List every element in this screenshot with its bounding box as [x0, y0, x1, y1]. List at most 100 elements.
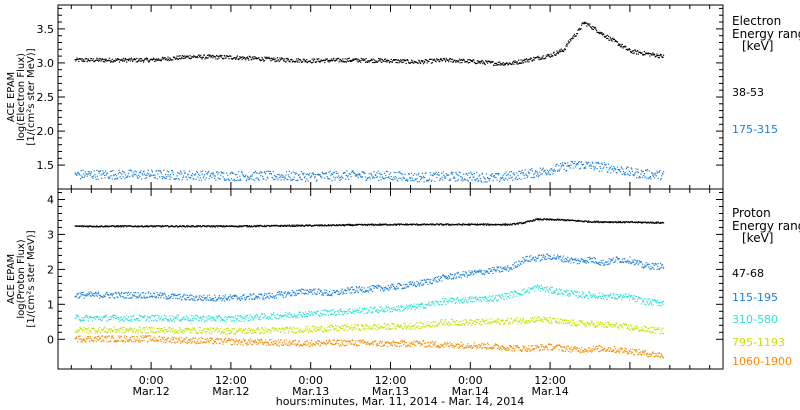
data-point	[483, 270, 485, 272]
data-point	[650, 53, 652, 55]
data-point	[521, 62, 523, 64]
data-point	[370, 172, 372, 174]
data-point	[618, 258, 620, 260]
data-point	[441, 304, 443, 306]
data-point	[178, 225, 180, 227]
data-point	[148, 316, 150, 318]
data-point	[163, 176, 165, 178]
data-point	[524, 58, 526, 61]
data-point	[590, 257, 592, 259]
data-point	[581, 220, 583, 222]
data-point	[164, 57, 166, 59]
data-point	[203, 297, 206, 299]
data-point	[75, 173, 77, 175]
data-point	[247, 319, 249, 322]
data-point	[416, 223, 418, 225]
data-point	[659, 267, 661, 270]
data-point	[464, 299, 466, 301]
data-point	[142, 297, 144, 299]
data-point	[547, 53, 549, 56]
data-point	[537, 219, 539, 221]
data-point	[406, 59, 408, 61]
data-point	[423, 181, 425, 183]
data-point	[156, 319, 158, 321]
data-point	[566, 165, 568, 167]
data-point	[653, 173, 655, 175]
data-point	[175, 178, 177, 180]
data-point	[521, 171, 523, 173]
data-point	[552, 257, 554, 259]
data-point	[370, 174, 373, 176]
data-point	[321, 171, 323, 173]
data-point	[106, 225, 109, 227]
data-point	[294, 172, 296, 174]
data-point	[387, 288, 389, 290]
data-point	[342, 224, 344, 227]
data-point	[658, 57, 660, 59]
data-point	[411, 61, 413, 64]
data-point	[101, 320, 103, 322]
data-point	[630, 262, 632, 264]
data-point	[558, 170, 560, 172]
data-point	[238, 58, 240, 60]
data-point	[190, 319, 192, 321]
data-point	[74, 295, 76, 297]
data-point	[103, 294, 105, 296]
data-point	[501, 64, 503, 66]
data-point	[280, 314, 282, 317]
data-point	[226, 299, 228, 301]
data-point	[563, 255, 565, 257]
data-point	[542, 254, 544, 256]
data-point	[294, 315, 296, 317]
data-point	[483, 299, 485, 301]
data-point	[236, 55, 238, 57]
data-point	[626, 261, 628, 263]
data-point	[399, 224, 401, 226]
data-point	[287, 57, 289, 60]
data-point	[175, 225, 177, 227]
data-point	[615, 168, 617, 170]
data-point	[191, 173, 194, 175]
data-point	[347, 223, 349, 225]
data-point	[541, 258, 543, 261]
data-point	[436, 276, 438, 278]
data-point	[88, 318, 90, 320]
data-point	[465, 271, 467, 274]
data-point	[486, 181, 488, 183]
data-point	[119, 294, 121, 296]
data-point	[661, 264, 663, 266]
data-point	[610, 221, 612, 223]
data-point	[114, 291, 116, 294]
data-point	[139, 293, 142, 295]
data-point	[217, 173, 219, 175]
data-point	[187, 296, 189, 299]
data-point	[560, 51, 562, 53]
data-point	[655, 263, 657, 265]
data-point	[320, 290, 322, 292]
data-point	[451, 278, 453, 280]
data-point	[464, 275, 466, 277]
data-point	[399, 310, 401, 312]
data-point	[452, 301, 454, 303]
data-point	[222, 295, 224, 297]
data-point	[572, 167, 574, 169]
data-point	[91, 317, 93, 319]
data-point	[345, 178, 347, 180]
data-point	[288, 175, 290, 177]
data-point	[531, 168, 533, 170]
data-point	[342, 60, 344, 62]
data-point	[289, 292, 291, 294]
data-point	[311, 62, 313, 64]
data-point	[589, 23, 591, 25]
data-point	[153, 320, 155, 322]
data-point	[461, 62, 463, 64]
data-point	[515, 266, 517, 268]
data-point	[198, 179, 200, 181]
data-point	[166, 319, 168, 321]
data-point	[461, 59, 464, 62]
data-point	[172, 318, 174, 320]
data-point	[597, 31, 599, 33]
data-point	[392, 309, 394, 311]
data-point	[333, 171, 335, 173]
